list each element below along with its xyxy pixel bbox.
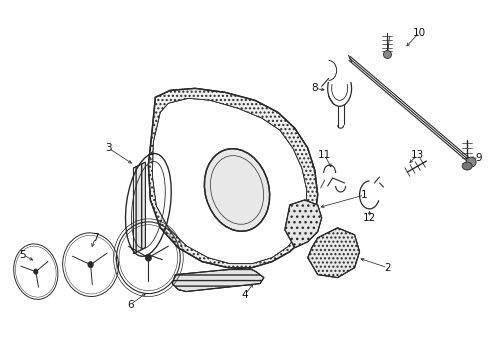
Text: 12: 12 [362,213,375,223]
Ellipse shape [383,50,390,58]
Text: 13: 13 [410,150,423,160]
Ellipse shape [204,149,269,231]
Ellipse shape [34,269,38,274]
Polygon shape [172,268,264,292]
Text: 10: 10 [412,28,425,37]
Ellipse shape [461,162,471,170]
Text: 5: 5 [20,250,26,260]
Polygon shape [307,228,359,278]
Text: 8: 8 [311,84,317,93]
Text: 2: 2 [384,263,390,273]
Ellipse shape [465,157,475,167]
Polygon shape [285,200,321,248]
Ellipse shape [88,261,93,268]
Ellipse shape [145,254,151,261]
Text: 1: 1 [361,190,367,200]
Text: 9: 9 [475,153,482,163]
Text: 11: 11 [317,150,331,160]
Text: 7: 7 [92,233,99,243]
Text: 6: 6 [127,300,134,310]
Text: 3: 3 [105,143,112,153]
Text: 4: 4 [241,289,248,300]
Polygon shape [152,98,306,264]
Polygon shape [133,162,145,254]
Polygon shape [148,88,317,268]
